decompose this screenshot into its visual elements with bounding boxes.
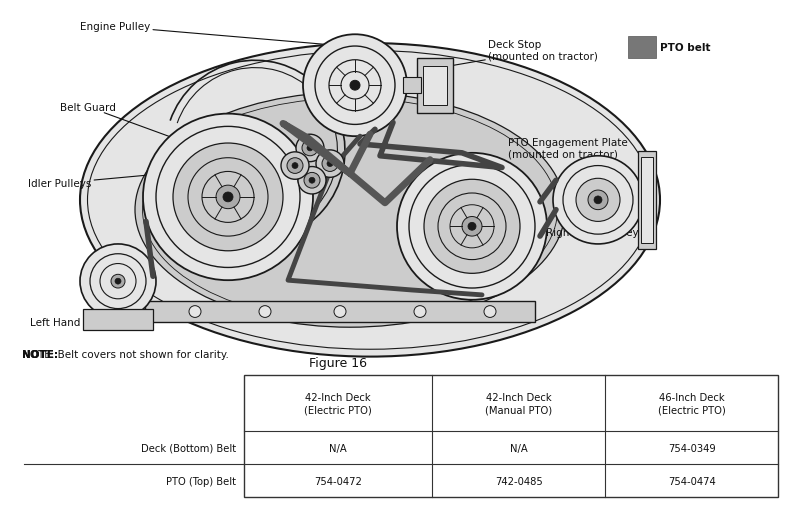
Circle shape	[553, 156, 643, 244]
Circle shape	[259, 306, 271, 318]
Text: NOTE:: NOTE:	[22, 349, 58, 359]
Text: 754-0472: 754-0472	[314, 476, 362, 486]
Circle shape	[115, 278, 121, 285]
Text: Engine Pulley: Engine Pulley	[80, 22, 341, 48]
Text: N/A: N/A	[510, 443, 527, 453]
Text: 754-0474: 754-0474	[668, 476, 715, 486]
Circle shape	[334, 306, 346, 318]
Circle shape	[298, 167, 326, 194]
Text: PTO (Top) Belt: PTO (Top) Belt	[166, 476, 236, 486]
Circle shape	[304, 173, 320, 189]
Text: NOTE: Belt covers not shown for clarity.: NOTE: Belt covers not shown for clarity.	[22, 349, 229, 359]
Circle shape	[576, 179, 620, 222]
Circle shape	[462, 217, 482, 237]
Circle shape	[296, 135, 324, 162]
Circle shape	[302, 141, 318, 156]
Bar	[83, 309, 153, 330]
Circle shape	[424, 180, 520, 274]
Circle shape	[143, 115, 313, 280]
Circle shape	[309, 178, 315, 184]
Circle shape	[292, 163, 298, 169]
Circle shape	[223, 192, 233, 203]
Bar	[403, 78, 421, 94]
Circle shape	[594, 196, 602, 204]
Text: Left Hand Pulley: Left Hand Pulley	[30, 315, 115, 328]
Circle shape	[111, 275, 125, 289]
Text: 42-Inch Deck
(Manual PTO): 42-Inch Deck (Manual PTO)	[485, 392, 553, 414]
Ellipse shape	[135, 93, 565, 328]
Text: NOTE:: NOTE:	[22, 349, 58, 359]
Text: Figure 16: Figure 16	[309, 356, 367, 369]
Circle shape	[588, 191, 608, 210]
Circle shape	[350, 81, 360, 91]
Text: Deck (Bottom) Belt: Deck (Bottom) Belt	[141, 443, 236, 453]
Circle shape	[80, 244, 156, 319]
Bar	[628, 37, 656, 59]
Text: Right Hand Pulley: Right Hand Pulley	[546, 216, 639, 238]
Circle shape	[322, 156, 338, 172]
Circle shape	[303, 35, 407, 137]
Circle shape	[414, 306, 426, 318]
Bar	[423, 67, 447, 105]
Circle shape	[173, 144, 283, 251]
Text: Idler Pulleys: Idler Pulleys	[28, 160, 301, 189]
Text: 742-0485: 742-0485	[495, 476, 542, 486]
Bar	[145, 301, 535, 323]
Circle shape	[307, 146, 313, 152]
Circle shape	[287, 158, 303, 174]
Circle shape	[216, 186, 240, 209]
Text: PTO belt: PTO belt	[660, 43, 711, 53]
Circle shape	[316, 151, 344, 178]
Bar	[638, 152, 656, 249]
Circle shape	[484, 306, 496, 318]
Bar	[417, 59, 453, 114]
Circle shape	[397, 154, 547, 300]
Text: N/A: N/A	[329, 443, 347, 453]
Text: PTO Engagement Plate
(mounted on tractor): PTO Engagement Plate (mounted on tractor…	[508, 138, 637, 180]
Text: Belt Guard: Belt Guard	[60, 103, 186, 144]
Text: 42-Inch Deck
(Electric PTO): 42-Inch Deck (Electric PTO)	[304, 392, 372, 414]
Text: 754-0349: 754-0349	[668, 443, 715, 453]
Text: Deck Stop
(mounted on tractor): Deck Stop (mounted on tractor)	[427, 40, 598, 72]
Circle shape	[189, 306, 201, 318]
Text: 46-Inch Deck
(Electric PTO): 46-Inch Deck (Electric PTO)	[658, 392, 725, 414]
Bar	[641, 157, 653, 243]
Circle shape	[468, 223, 476, 231]
Circle shape	[281, 153, 309, 180]
Circle shape	[327, 161, 333, 167]
Ellipse shape	[80, 44, 660, 357]
